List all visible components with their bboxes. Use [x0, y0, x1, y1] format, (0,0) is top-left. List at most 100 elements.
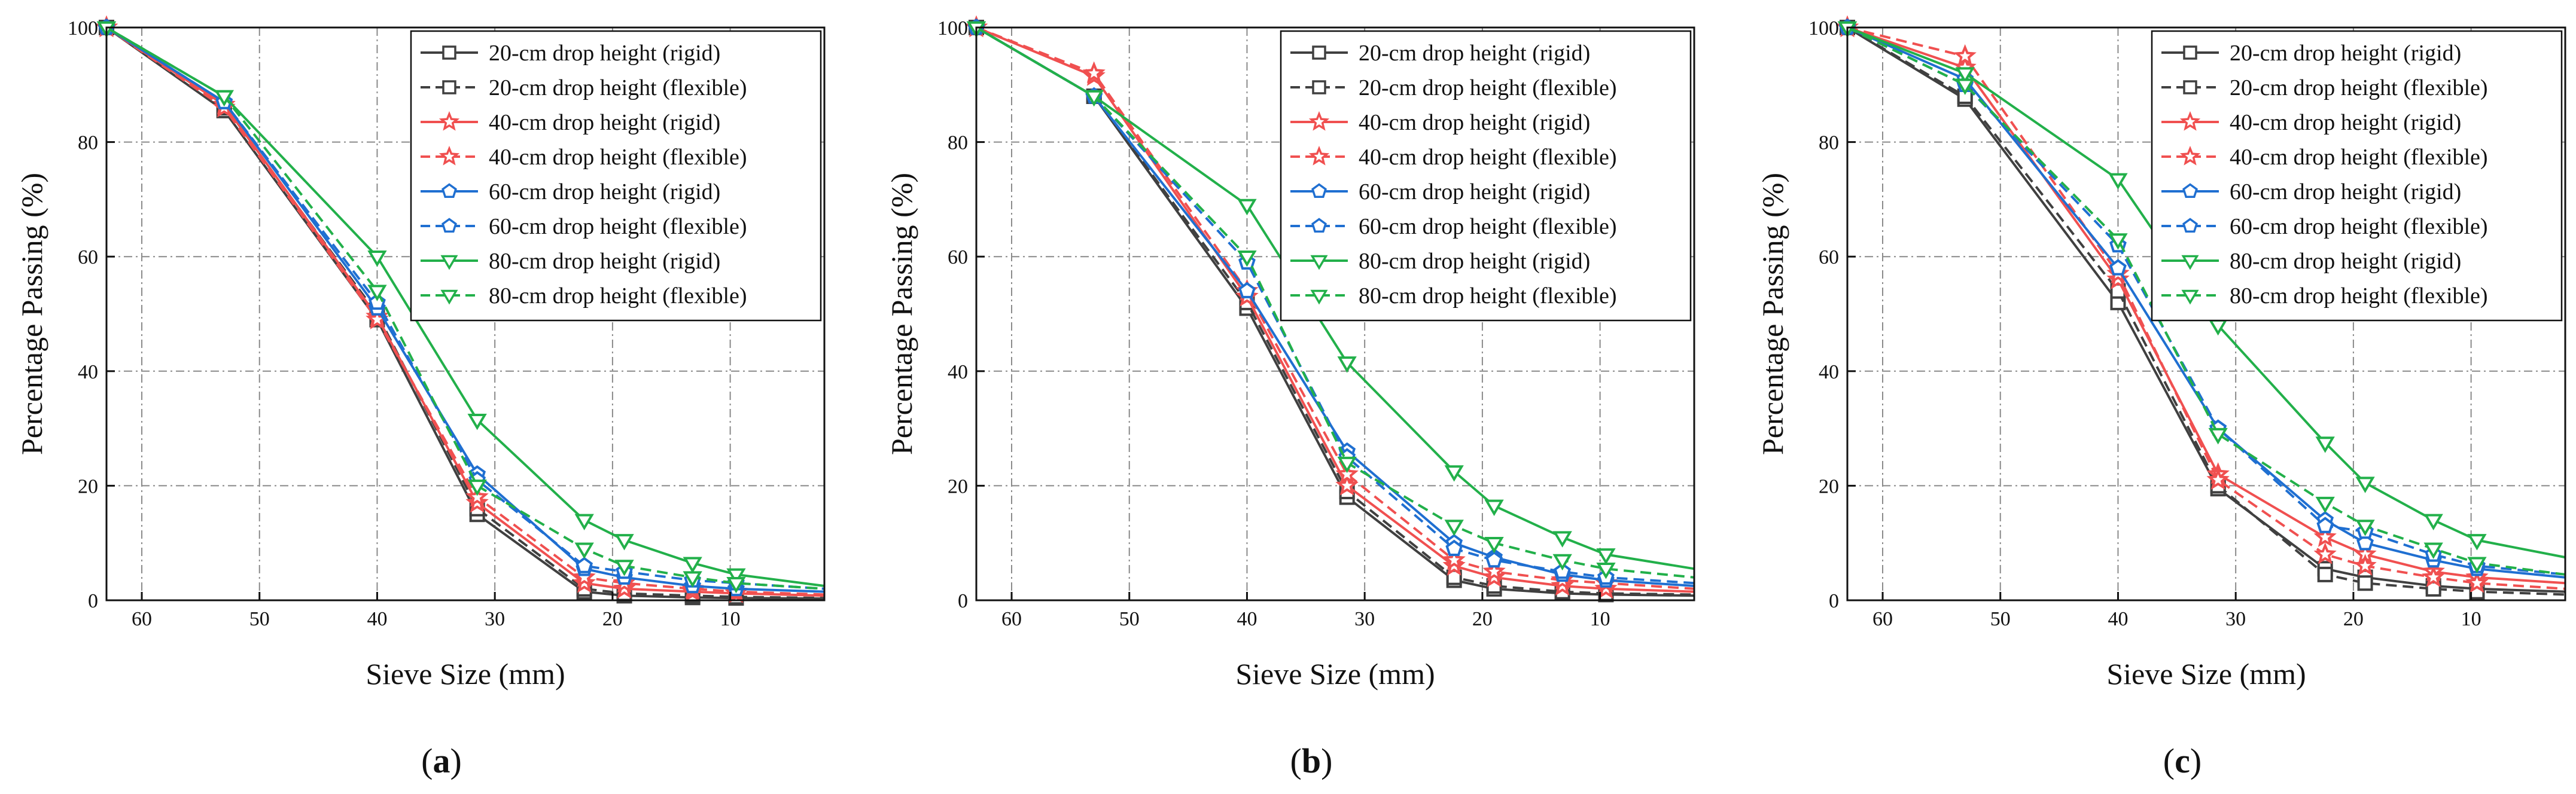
data-point — [1554, 563, 1572, 579]
data-point — [2465, 571, 2489, 593]
legend-swatch-marker — [2183, 80, 2197, 94]
x-tick-label: 50 — [1990, 608, 2011, 630]
legend-item: 40-cm drop height (flexible) — [2161, 145, 2488, 170]
y-tick-label: 40 — [948, 361, 968, 383]
y-tick-label: 100 — [68, 17, 98, 39]
legend-label: 80-cm drop height (flexible) — [1359, 283, 1617, 309]
data-point — [1953, 44, 1977, 66]
legend-label: 80-cm drop height (rigid) — [2230, 249, 2461, 274]
plot-frame — [105, 26, 826, 601]
legend-item: 60-cm drop height (flexible) — [1290, 214, 1617, 239]
legend-label: 20-cm drop height (rigid) — [1359, 41, 1590, 66]
data-point — [1237, 250, 1257, 267]
legend-swatch-marker — [441, 183, 457, 198]
y-tick-label: 80 — [78, 132, 98, 154]
legend-swatch-marker — [1310, 289, 1328, 305]
data-point — [2423, 542, 2443, 559]
legend-item: 60-cm drop height (rigid) — [2161, 179, 2461, 204]
legend-item: 80-cm drop height (rigid) — [2161, 249, 2461, 274]
data-point — [467, 413, 487, 430]
data-point — [1955, 78, 1975, 95]
x-tick-label: 20 — [602, 608, 623, 630]
legend-label: 80-cm drop height (rigid) — [489, 249, 720, 274]
data-point — [2423, 514, 2443, 531]
legend-label: 40-cm drop height (rigid) — [1359, 110, 1590, 135]
legend-swatch-marker — [440, 255, 458, 270]
data-point — [1237, 198, 1257, 216]
series-8 — [1837, 21, 2566, 576]
chart-panel-c: 0 20 40 60 80 100 60 50 40 30 20 10 Sieve Size (mm) P… — [1756, 15, 2566, 780]
legend-box — [2151, 30, 2563, 322]
legend-label: 80-cm drop height (flexible) — [489, 283, 747, 309]
x-tick-label: 50 — [1119, 608, 1140, 630]
data-point — [573, 565, 596, 587]
data-point — [2313, 542, 2337, 564]
data-point — [1444, 465, 1464, 482]
data-point — [1337, 356, 1357, 373]
legend-label: 40-cm drop height (rigid) — [489, 110, 720, 135]
data-point — [2467, 557, 2487, 573]
legend-swatch-marker — [2179, 145, 2201, 166]
legend-label: 20-cm drop height (flexible) — [1359, 75, 1617, 100]
legend-label: 40-cm drop height (rigid) — [2230, 110, 2461, 135]
legend-label: 20-cm drop height (rigid) — [2230, 41, 2461, 66]
data-point — [683, 557, 702, 573]
legend-label: 80-cm drop height (rigid) — [1359, 249, 1590, 274]
data-point — [1337, 456, 1357, 474]
data-point — [2355, 520, 2375, 536]
legend-item: 40-cm drop height (rigid) — [2161, 110, 2461, 135]
data-point — [467, 480, 487, 496]
x-tick-label: 20 — [2343, 608, 2364, 630]
series-7 — [1837, 21, 2566, 559]
y-tick-label: 0 — [958, 590, 968, 612]
x-tick-label: 10 — [720, 608, 741, 630]
chart-panel-a: 0 20 40 60 80 100 60 50 40 30 20 10 Sieve Size (mm) P… — [15, 15, 826, 780]
series-8 — [966, 21, 1695, 579]
data-point — [1482, 560, 1506, 582]
legend-item: 20-cm drop height (flexible) — [421, 75, 747, 100]
legend-swatch-marker — [441, 218, 457, 233]
legend-swatch-marker — [2181, 289, 2199, 305]
legend-label: 20-cm drop height (flexible) — [489, 75, 747, 100]
legend-swatch-marker — [1308, 111, 1330, 131]
y-tick-label: 20 — [1819, 475, 1839, 497]
data-point — [1444, 520, 1464, 536]
y-axis-title: Percentage Passing (%) — [885, 173, 918, 455]
data-point — [1552, 531, 1572, 548]
legend-item: 80-cm drop height (rigid) — [1290, 249, 1590, 274]
data-point — [1485, 551, 1503, 568]
data-point — [2357, 575, 2373, 591]
x-tick-label: 30 — [485, 608, 505, 630]
data-point — [2355, 477, 2375, 493]
legend-swatch-marker — [1311, 218, 1327, 233]
x-tick-label: 40 — [2108, 608, 2128, 630]
plot-frame — [975, 26, 1695, 601]
legend-swatch-marker — [2182, 183, 2198, 198]
data-point — [1082, 61, 1106, 84]
data-point — [1484, 536, 1504, 554]
legend-swatch-marker — [2183, 45, 2197, 60]
y-tick-label: 40 — [1819, 361, 1839, 383]
x-tick-label: 60 — [1872, 608, 1893, 630]
y-tick-label: 40 — [78, 361, 98, 383]
data-point — [1596, 563, 1616, 579]
legend-label: 60-cm drop height (rigid) — [489, 179, 720, 204]
legend-swatch-marker — [1310, 255, 1328, 270]
legend-item: 60-cm drop height (flexible) — [2161, 214, 2488, 239]
legend-item: 20-cm drop height (rigid) — [2161, 41, 2461, 66]
legend-swatch-marker — [2181, 255, 2199, 270]
legend-item: 40-cm drop height (flexible) — [1290, 145, 1617, 170]
data-point — [2422, 565, 2445, 588]
legend-item: 60-cm drop height (rigid) — [421, 179, 720, 204]
y-tick-label: 100 — [937, 17, 968, 39]
data-point — [683, 571, 702, 588]
data-point — [1596, 548, 1616, 565]
data-point — [2313, 525, 2337, 547]
data-point — [1445, 539, 1463, 556]
data-point — [1084, 90, 1104, 107]
legend-item: 80-cm drop height (rigid) — [421, 249, 720, 274]
data-point — [2109, 259, 2127, 276]
legend-label: 60-cm drop height (rigid) — [2230, 179, 2461, 204]
panel-label: (c) — [2163, 741, 2202, 780]
